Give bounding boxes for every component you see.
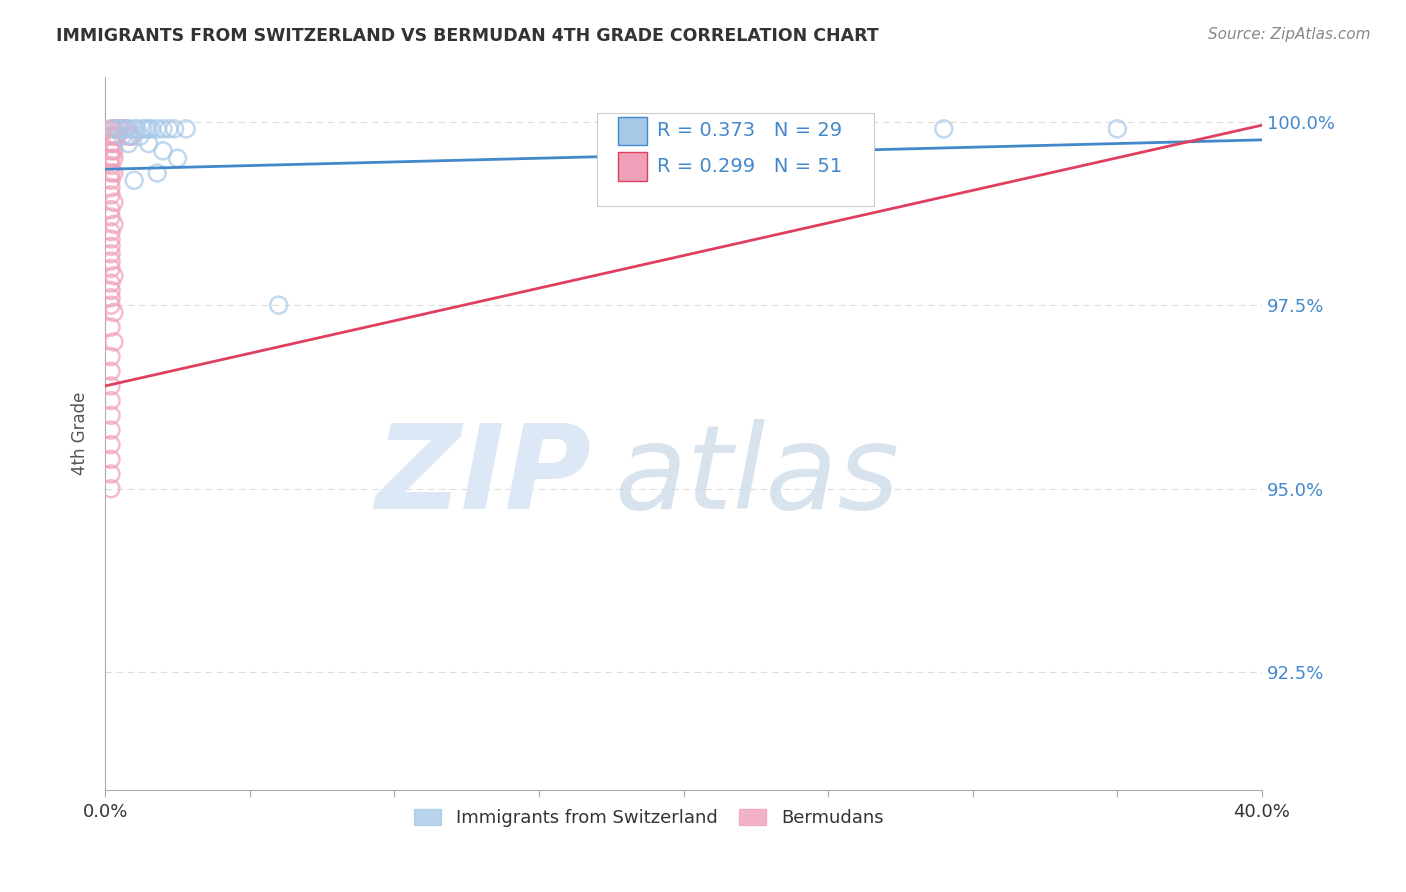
Point (100, 284, 122, 298)
Point (117, 136, 139, 151)
Point (117, 129, 139, 144)
Point (100, 409, 122, 423)
Point (100, 239, 122, 253)
Point (100, 144, 122, 158)
Point (100, 364, 122, 378)
Point (100, 225, 122, 239)
Point (267, 298, 290, 312)
Point (114, 121, 136, 136)
Point (103, 195, 125, 210)
Point (103, 151, 125, 165)
Text: 40.0%: 40.0% (1233, 803, 1291, 821)
Text: R = 0.299   N = 51: R = 0.299 N = 51 (657, 157, 842, 176)
Point (103, 166, 125, 180)
Point (103, 144, 125, 158)
Point (100, 393, 122, 408)
Point (157, 121, 180, 136)
FancyBboxPatch shape (596, 113, 875, 206)
Point (146, 166, 169, 180)
Point (117, 121, 139, 136)
Point (174, 121, 197, 136)
Point (100, 350, 122, 364)
Point (103, 121, 125, 136)
Point (100, 136, 122, 151)
Point (138, 121, 160, 136)
Point (100, 254, 122, 268)
Point (114, 121, 136, 136)
Point (152, 144, 174, 158)
Point (122, 173, 145, 187)
Point (100, 379, 122, 393)
Point (103, 334, 125, 349)
Point (100, 276, 122, 290)
Point (100, 246, 122, 260)
Point (135, 121, 157, 136)
Point (100, 173, 122, 187)
Point (100, 129, 122, 144)
Text: Source: ZipAtlas.com: Source: ZipAtlas.com (1208, 27, 1371, 42)
Point (100, 452, 122, 467)
Point (100, 180, 122, 194)
Point (100, 121, 122, 136)
Point (108, 121, 131, 136)
Point (120, 129, 142, 144)
Text: IMMIGRANTS FROM SWITZERLAND VS BERMUDAN 4TH GRADE CORRELATION CHART: IMMIGRANTS FROM SWITZERLAND VS BERMUDAN … (56, 27, 879, 45)
Point (103, 121, 125, 136)
Point (100, 202, 122, 217)
Text: R = 0.373   N = 29: R = 0.373 N = 29 (657, 121, 842, 140)
Point (105, 121, 128, 136)
Point (100, 151, 122, 165)
Text: atlas: atlas (614, 419, 900, 533)
Point (166, 151, 188, 165)
Y-axis label: 4th Grade: 4th Grade (72, 392, 89, 475)
Point (163, 121, 186, 136)
Text: 0.0%: 0.0% (83, 803, 128, 821)
Point (1107, 121, 1129, 136)
Point (100, 298, 122, 312)
Point (105, 129, 128, 144)
Point (103, 218, 125, 232)
Point (132, 121, 155, 136)
Point (141, 121, 163, 136)
Point (932, 121, 955, 136)
Point (100, 320, 122, 334)
Text: ZIP: ZIP (375, 419, 591, 534)
Point (100, 159, 122, 173)
Point (100, 482, 122, 496)
Legend: Immigrants from Switzerland, Bermudans: Immigrants from Switzerland, Bermudans (408, 802, 890, 834)
Point (100, 423, 122, 437)
Point (138, 136, 160, 151)
Point (103, 268, 125, 283)
FancyBboxPatch shape (617, 117, 647, 145)
Point (152, 121, 174, 136)
Point (111, 129, 134, 144)
Point (100, 232, 122, 246)
Point (103, 305, 125, 319)
Point (108, 121, 131, 136)
Point (125, 121, 148, 136)
Point (100, 210, 122, 224)
Point (100, 188, 122, 202)
Point (122, 121, 145, 136)
Point (120, 129, 142, 144)
Point (103, 129, 125, 144)
Point (100, 438, 122, 452)
Point (100, 291, 122, 305)
Point (129, 129, 152, 144)
Point (100, 467, 122, 481)
Point (103, 136, 125, 151)
Point (100, 166, 122, 180)
Point (100, 261, 122, 276)
FancyBboxPatch shape (617, 153, 647, 181)
Point (146, 121, 169, 136)
Point (111, 121, 134, 136)
